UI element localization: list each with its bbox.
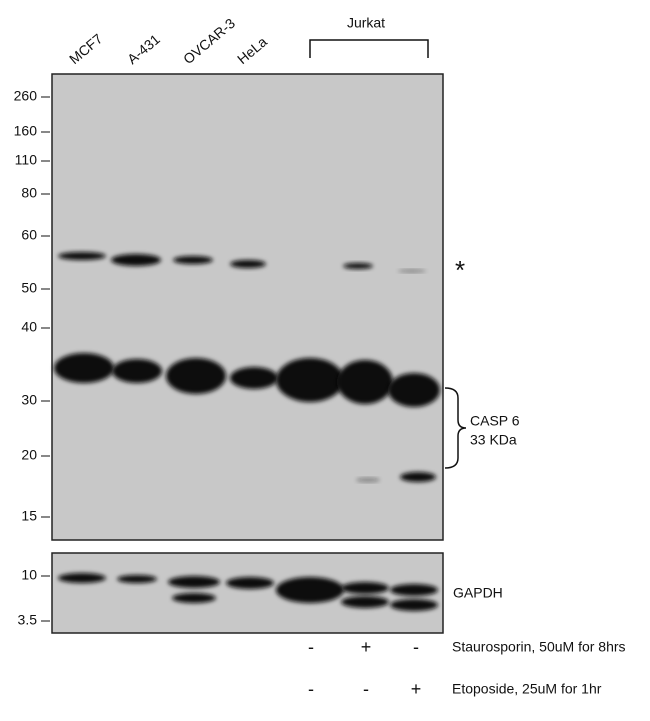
treatment-sign: - — [363, 679, 369, 699]
group-label: Jurkat — [347, 15, 385, 31]
band — [58, 573, 106, 583]
main-blot — [51, 73, 444, 541]
target-size: 33 KDa — [470, 432, 517, 448]
band — [400, 472, 436, 482]
band — [337, 360, 393, 404]
band — [390, 599, 438, 611]
marker-label: 60 — [21, 227, 37, 243]
treatment-label: Staurosporin, 50uM for 8hrs — [452, 639, 626, 655]
lane-label: MCF7 — [66, 30, 106, 67]
lane-label: OVCAR-3 — [180, 15, 238, 67]
brace — [444, 387, 467, 469]
loading-control: GAPDH — [453, 585, 503, 601]
band — [111, 254, 161, 266]
band — [173, 256, 213, 264]
band — [388, 373, 440, 407]
marker-label: 10 — [21, 567, 37, 583]
band — [168, 576, 220, 588]
marker-label: 15 — [21, 508, 37, 524]
group-bracket — [309, 39, 429, 58]
band — [54, 353, 114, 383]
band — [230, 260, 266, 268]
band — [276, 577, 344, 603]
band — [341, 596, 389, 608]
treatment-sign: - — [308, 637, 314, 657]
marker-label: 80 — [21, 185, 37, 201]
band — [230, 367, 278, 389]
band — [172, 593, 216, 603]
marker-label: 160 — [14, 123, 38, 139]
marker-label: 3.5 — [18, 612, 38, 628]
band — [398, 269, 426, 273]
treatment-sign: - — [308, 679, 314, 699]
lane-label: A-431 — [124, 31, 163, 67]
lane-label: HeLa — [234, 33, 270, 67]
gapdh-blot — [51, 552, 444, 634]
treatment-label: Etoposide, 25uM for 1hr — [452, 681, 602, 697]
marker-label: 40 — [21, 319, 37, 335]
marker-label: 50 — [21, 280, 37, 296]
band — [276, 358, 344, 402]
marker-label: 20 — [21, 447, 37, 463]
band — [117, 575, 157, 583]
marker-label: 110 — [15, 152, 38, 168]
band — [58, 252, 106, 260]
band — [226, 577, 274, 589]
marker-label: 30 — [21, 392, 37, 408]
target-name: CASP 6 — [470, 413, 520, 429]
band — [112, 359, 162, 383]
marker-label: 260 — [14, 88, 38, 104]
band — [356, 478, 380, 482]
band — [341, 582, 389, 594]
asterisk: * — [455, 255, 465, 285]
band — [343, 263, 373, 269]
treatment-sign: + — [361, 637, 372, 657]
bands — [54, 252, 440, 611]
treatment-sign: + — [411, 679, 422, 699]
band — [166, 358, 226, 394]
treatment-sign: - — [413, 637, 419, 657]
band — [390, 584, 438, 596]
